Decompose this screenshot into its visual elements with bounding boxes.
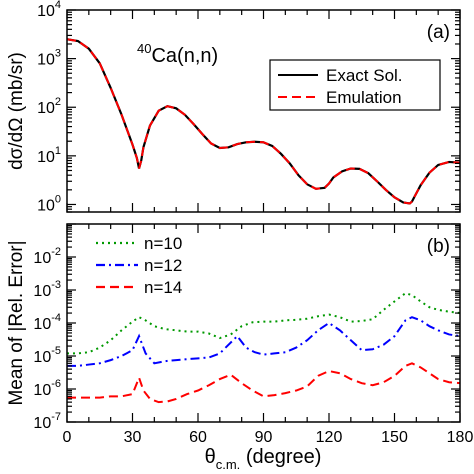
legend-label: n=14 bbox=[144, 278, 182, 297]
legend-label: Exact Sol. bbox=[326, 66, 403, 85]
reaction-annotation: 40Ca(n,n) bbox=[137, 41, 218, 67]
y-tick-label: 103 bbox=[37, 48, 61, 69]
x-tick-label: 0 bbox=[63, 429, 72, 446]
plot-frame bbox=[66, 9, 461, 213]
legend-label: Emulation bbox=[326, 88, 402, 107]
panel-top: 100 101 102 103 104 dσ/dΩ (mb/sr) (a) 40Ca(n,n)… bbox=[6, 0, 461, 214]
y-tick-label: 10-2 bbox=[33, 246, 61, 267]
series-line-n-12 bbox=[67, 316, 460, 367]
y-tick-label: 10-7 bbox=[33, 411, 61, 432]
y-tick-label: 101 bbox=[37, 145, 61, 166]
y-tick-label: 10-5 bbox=[33, 345, 61, 366]
series-line-n-14 bbox=[67, 362, 460, 404]
y-tick-label: 100 bbox=[37, 193, 61, 214]
y-axis-label: Mean of |Rel. Error| bbox=[6, 240, 27, 405]
legend: Exact Sol. Emulation bbox=[269, 59, 441, 111]
series-line-n-10 bbox=[67, 292, 460, 355]
x-tick-label: 90 bbox=[255, 429, 273, 446]
y-axis-label: dσ/dΩ (mb/sr) bbox=[6, 52, 27, 170]
x-tick-label: 30 bbox=[124, 429, 142, 446]
x-tick-label: 120 bbox=[316, 429, 343, 446]
x-tick-label: 180 bbox=[447, 429, 474, 446]
panel-label: (b) bbox=[427, 236, 450, 257]
legend-label: n=12 bbox=[144, 256, 182, 275]
y-tick-label: 10-6 bbox=[33, 378, 61, 399]
panel-label: (a) bbox=[427, 22, 450, 43]
y-tick-label: 10-4 bbox=[33, 312, 61, 333]
legend-label: n=10 bbox=[144, 234, 182, 253]
x-tick-label: 60 bbox=[189, 429, 207, 446]
legend: n=10 n=12 n=14 bbox=[96, 234, 182, 297]
y-tick-label: 102 bbox=[37, 96, 61, 117]
x-tick-label: 150 bbox=[381, 429, 408, 446]
x-axis-label: θc.m. (degree) bbox=[205, 446, 322, 472]
panel-bottom: 10-7 10-6 10-5 10-4 10-3 10-2 Mean of |Rel. Er… bbox=[6, 223, 474, 472]
series-line-emulation bbox=[67, 38, 460, 205]
y-tick-label: 10-3 bbox=[33, 279, 61, 300]
legend-box bbox=[269, 59, 441, 111]
y-tick-label: 104 bbox=[37, 0, 61, 20]
plot-frame bbox=[66, 223, 461, 423]
